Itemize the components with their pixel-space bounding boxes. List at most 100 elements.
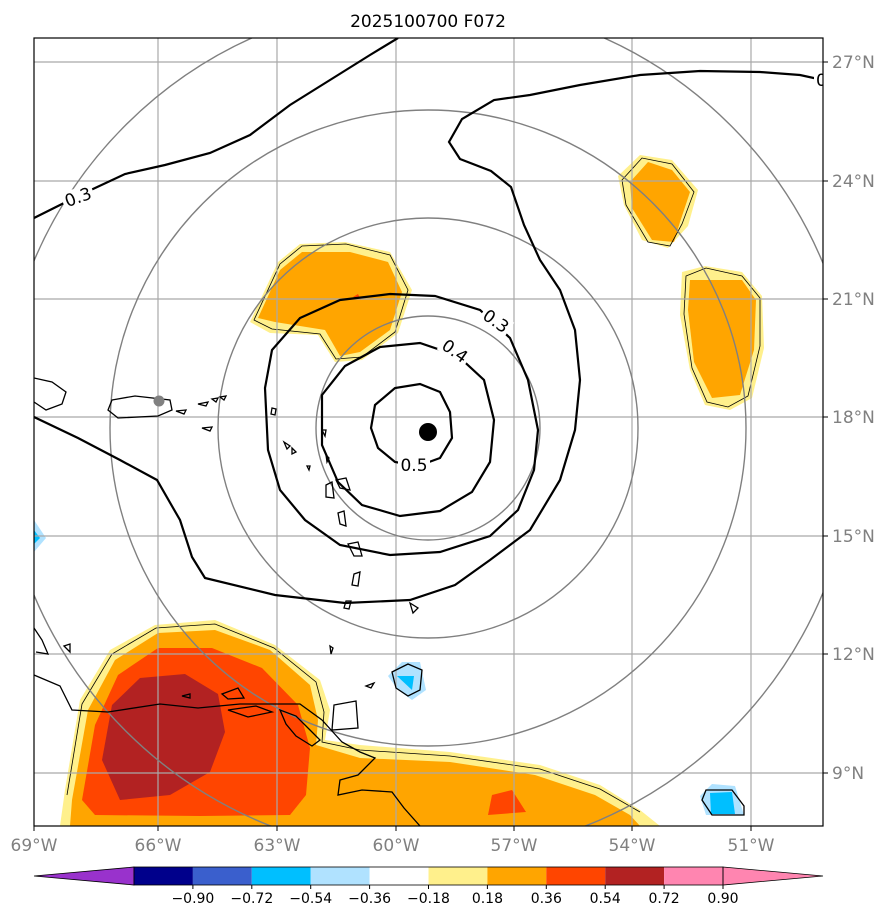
coastline <box>34 674 421 826</box>
colorbar-segment <box>134 867 193 885</box>
lon-label: 57°W <box>491 836 538 856</box>
anomaly-outline <box>683 267 761 408</box>
latitude-axis: 27°N 24°N 21°N 18°N 15°N 12°N 9°N <box>832 53 875 784</box>
lat-label: 24°N <box>832 172 875 192</box>
coastline <box>325 481 335 499</box>
coastline <box>197 401 210 407</box>
coastlines <box>34 377 745 826</box>
lat-label: 18°N <box>832 408 875 428</box>
anomaly-outline-layer <box>66 157 761 813</box>
lon-label: 54°W <box>609 836 656 856</box>
coastline <box>347 541 363 557</box>
colorbar-tick-label: 0.72 <box>649 891 680 907</box>
contour-line <box>369 382 454 468</box>
coastline <box>291 446 298 456</box>
range-ring <box>315 315 541 541</box>
anomaly-region <box>710 792 735 814</box>
lon-label: 69°W <box>11 836 58 856</box>
colorbar-segment <box>487 867 547 885</box>
coastline <box>107 395 173 419</box>
anomaly-outline <box>66 623 641 813</box>
anomaly-region <box>688 280 756 398</box>
lat-label: 21°N <box>832 290 875 310</box>
contour-line <box>320 341 496 518</box>
coastline <box>210 397 220 403</box>
lat-label: 15°N <box>832 527 875 547</box>
coastline <box>181 693 191 699</box>
colorbar-extend-low <box>33 866 135 886</box>
lon-label: 51°W <box>728 836 775 856</box>
coastline <box>34 627 50 655</box>
coastline <box>270 407 277 416</box>
colorbar-tick-label: 0.18 <box>472 891 503 907</box>
reference-point-marker <box>153 395 165 407</box>
contour-label: 0.5 <box>400 456 427 476</box>
range-rings <box>34 38 823 826</box>
graticule <box>34 38 823 826</box>
lon-label: 66°W <box>135 836 182 856</box>
plot-title: 2025100700 F072 <box>350 12 506 32</box>
coastline <box>331 700 359 731</box>
contour-line <box>263 292 540 557</box>
coastline <box>364 681 376 689</box>
colorbar-tick-label: −0.90 <box>171 891 214 907</box>
coastline <box>201 426 214 432</box>
range-ring <box>109 109 747 747</box>
colorbar-tick-label: 0.36 <box>531 891 562 907</box>
anomaly-region <box>630 162 690 242</box>
colorbar-tick-label: −0.72 <box>230 891 273 907</box>
colorbar-segment <box>546 867 606 885</box>
colorbar-segment <box>605 867 665 885</box>
lon-label: 63°W <box>254 836 301 856</box>
coastline <box>282 440 292 451</box>
range-ring <box>217 217 639 639</box>
anomaly-outline <box>253 243 409 360</box>
coastline <box>320 429 327 439</box>
colorbar-segment <box>369 867 429 885</box>
colorbar-tick-label: −0.36 <box>348 891 391 907</box>
anomaly-region <box>397 676 414 690</box>
colorbar: −0.90 −0.72 −0.54 −0.36 −0.18 0.18 0.36 0.54 0.7… <box>33 866 824 907</box>
coastline <box>391 663 423 697</box>
coastline <box>227 705 275 718</box>
coastline <box>351 571 361 587</box>
lon-label: 60°W <box>373 836 420 856</box>
contour-label: 0.3 <box>479 306 513 338</box>
coastline <box>343 600 352 610</box>
colorbar-tick-label: 0.54 <box>590 891 621 907</box>
colorbar-tick-label: 0.90 <box>707 891 738 907</box>
coastline <box>335 477 351 491</box>
coastline <box>62 643 71 654</box>
anomaly-fill-layer <box>34 155 764 826</box>
coastline <box>701 789 745 816</box>
contour-line <box>34 69 823 605</box>
plot-frame <box>33 37 824 827</box>
axis-ticks <box>33 61 828 831</box>
contour-label-layer: 0.3 0.3 0.4 0.5 0 <box>59 71 827 476</box>
lat-label: 27°N <box>832 53 875 73</box>
colorbar-segment <box>428 867 488 885</box>
colorbar-segment <box>664 867 723 885</box>
coastline <box>34 377 67 411</box>
coastline <box>220 687 246 700</box>
colorbar-tick-label: −0.18 <box>407 891 450 907</box>
contour-line <box>34 38 399 219</box>
anomaly-region <box>488 790 526 815</box>
coastline <box>278 708 321 747</box>
contour-layer <box>34 38 823 605</box>
colorbar-segment <box>310 867 370 885</box>
coastline <box>218 395 228 401</box>
plot-area: 0.3 0.3 0.4 0.5 0 <box>34 38 827 826</box>
contour-label: 0 <box>816 71 827 91</box>
colorbar-tick-label: −0.54 <box>289 891 332 907</box>
colorbar-segment <box>192 867 252 885</box>
colorbar-extend-high <box>722 866 824 886</box>
coastline <box>329 644 334 655</box>
lat-label: 12°N <box>832 645 875 665</box>
coastline <box>305 465 311 472</box>
coastline <box>175 409 188 415</box>
anomaly-outline <box>621 157 695 247</box>
longitude-axis: 69°W 66°W 63°W 60°W 57°W 54°W 51°W <box>11 836 775 856</box>
anomaly-region <box>34 530 40 544</box>
